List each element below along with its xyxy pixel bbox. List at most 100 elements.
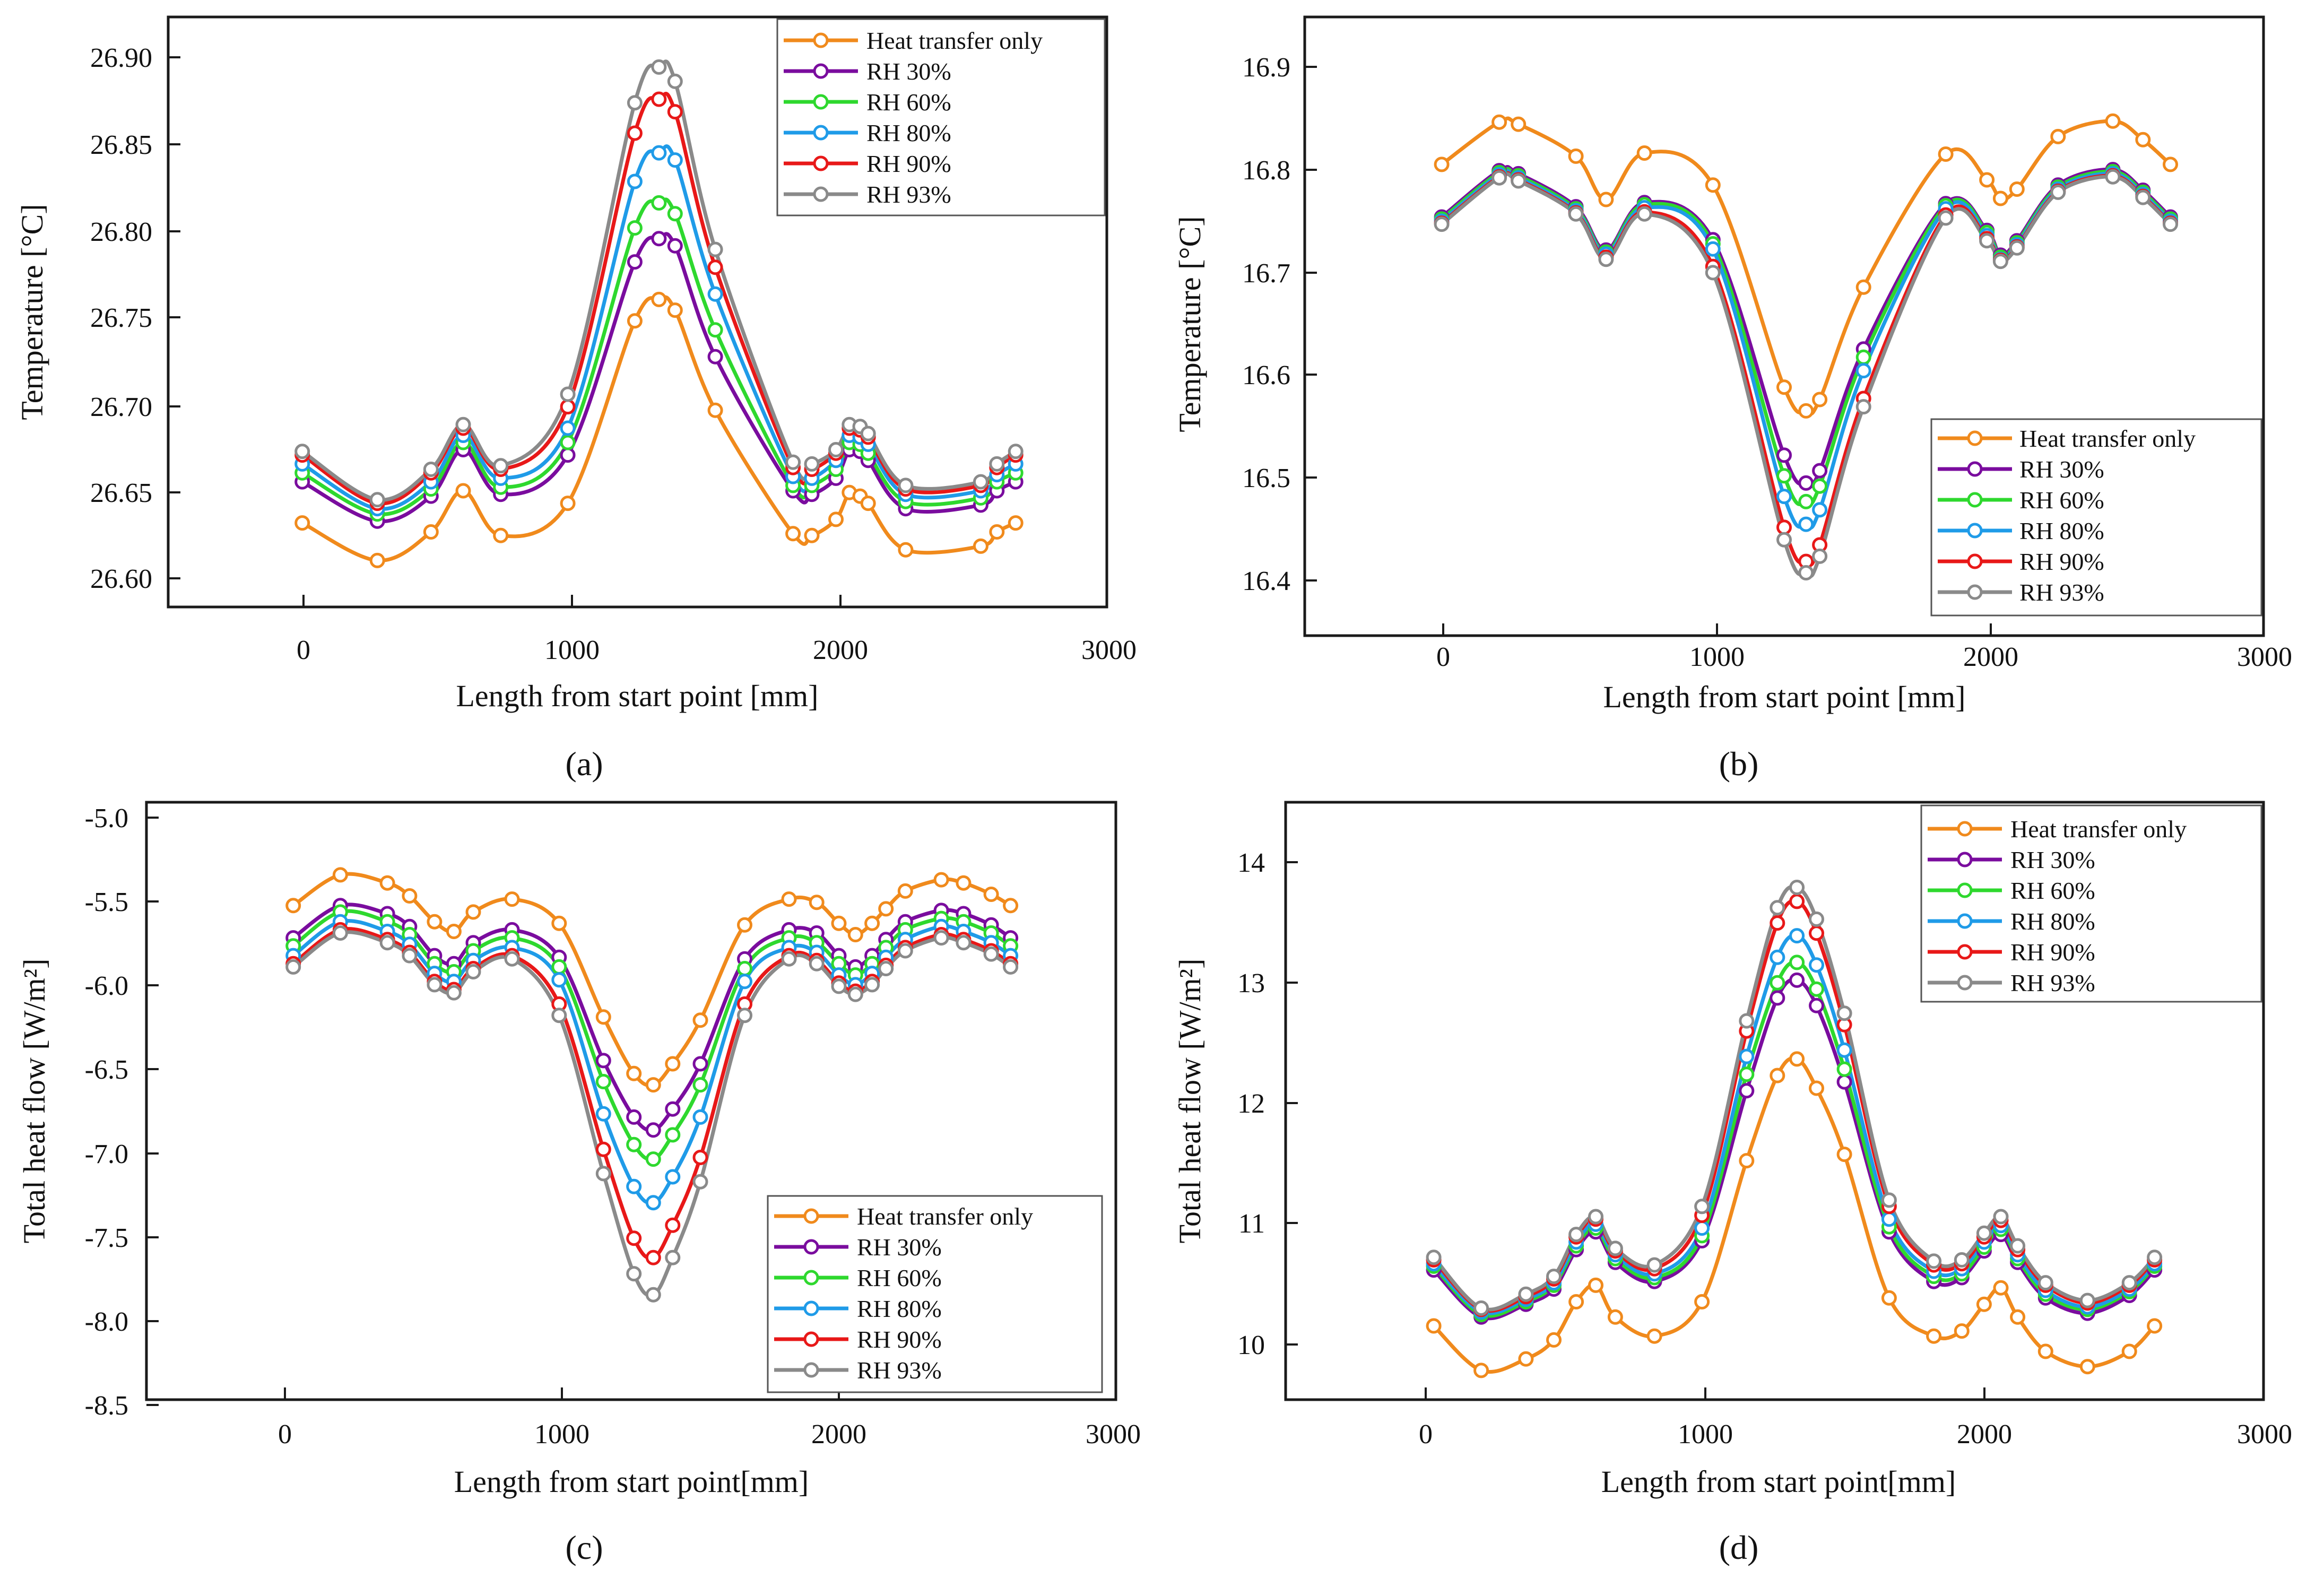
data-point [864, 915, 880, 931]
data-point [692, 1056, 708, 1072]
data-point [2147, 1250, 2163, 1265]
data-point [551, 972, 567, 988]
y-tick-label: -6.5 [85, 1055, 128, 1085]
data-point [809, 895, 825, 910]
data-point [651, 59, 667, 75]
y-tick-label: 13 [1237, 968, 1265, 999]
legend-marker [1957, 975, 1973, 991]
data-point [455, 417, 471, 432]
legend-entry: RH 90% [784, 150, 951, 177]
data-point [2009, 181, 2025, 197]
legend-marker [1957, 913, 1973, 929]
legend-entry: Heat transfer only [774, 1203, 1033, 1230]
data-point [560, 386, 576, 402]
legend-label: RH 30% [857, 1234, 942, 1261]
x-tick-label: 0 [1436, 642, 1450, 672]
legend-entry: RH 60% [1928, 877, 2095, 904]
y-axis-label: Total heat flow [W/m²] [1173, 959, 1207, 1244]
data-point [804, 527, 820, 543]
data-point [1694, 1294, 1710, 1309]
x-ticks-d: 0 1000 2000 3000 [1419, 1387, 2292, 1450]
data-point [1776, 379, 1792, 395]
data-point [551, 959, 567, 975]
panel-d: 10 11 12 13 14 0 1000 2000 3000 Length f… [1173, 801, 2292, 1566]
legend-marker [813, 32, 829, 48]
legend-marker [1957, 821, 1973, 837]
data-point [427, 977, 443, 993]
data-point [446, 924, 462, 939]
series-layer-d [1426, 880, 2163, 1378]
data-point [551, 915, 567, 931]
data-point [1770, 900, 1785, 916]
data-point [2079, 1359, 2095, 1375]
data-point [1694, 1199, 1710, 1214]
data-point [493, 458, 509, 474]
data-point [828, 511, 844, 527]
data-point [645, 1122, 661, 1138]
legend-label: RH 93% [866, 181, 951, 208]
data-point [1954, 1323, 1970, 1339]
data-point [667, 238, 683, 254]
data-point [402, 888, 418, 904]
data-point [860, 426, 876, 441]
data-point [1511, 173, 1527, 189]
data-point [1809, 911, 1824, 927]
y-tick-label: -6.0 [85, 971, 128, 1001]
panel-label-d: (d) [1719, 1529, 1759, 1566]
data-point [369, 552, 385, 568]
data-point [1789, 880, 1805, 895]
x-tick-label: 2000 [813, 635, 868, 665]
legend-label: RH 30% [866, 58, 951, 85]
data-point [804, 456, 820, 472]
data-point [933, 872, 949, 888]
data-point [692, 1174, 708, 1190]
legend-label: RH 80% [2010, 908, 2095, 935]
series-line-rh-30 [301, 232, 1017, 524]
data-point [423, 462, 439, 477]
data-point [294, 515, 310, 531]
data-point [1770, 975, 1785, 991]
data-point [1770, 990, 1785, 1006]
data-point [1809, 1080, 1824, 1096]
y-tick-label: 16.5 [1242, 463, 1290, 493]
series-line-heat-transfer-only [292, 872, 1012, 1088]
y-ticks-a: 26.60 26.65 26.70 26.75 26.80 26.85 26.9… [90, 43, 180, 594]
data-point [1491, 170, 1507, 186]
data-point [1938, 146, 1954, 162]
data-point [1694, 1220, 1710, 1236]
data-point [1855, 349, 1871, 365]
x-ticks-c: 0 1000 2000 3000 [278, 1387, 1141, 1450]
data-point [707, 241, 723, 257]
data-point [737, 917, 752, 933]
data-point [1518, 1351, 1534, 1367]
data-point [1770, 1068, 1785, 1083]
legend-entry: RH 30% [1938, 456, 2104, 483]
data-point [1003, 959, 1019, 975]
data-point [645, 1077, 661, 1093]
y-axis-label: Total heat flow [W/m²] [17, 959, 51, 1244]
x-tick-label: 1000 [544, 635, 600, 665]
data-point [651, 231, 667, 247]
legend-marker [1967, 492, 1983, 508]
x-tick-label: 0 [278, 1419, 292, 1450]
data-point [332, 867, 348, 883]
data-point [504, 891, 520, 907]
legend-marker [803, 1300, 819, 1316]
data-point [1979, 172, 1995, 188]
data-point [1598, 192, 1614, 207]
data-point [455, 483, 471, 499]
x-tick-label: 1000 [534, 1419, 589, 1450]
data-point [595, 1009, 611, 1025]
panel-b: 16.4 16.5 16.6 16.7 16.8 16.9 0 1000 200… [1173, 15, 2292, 783]
data-point [1588, 1277, 1603, 1293]
x-tick-label: 2000 [1963, 642, 2018, 672]
data-point [1705, 241, 1721, 257]
legend-entry: RH 60% [784, 89, 951, 116]
data-point [1812, 478, 1828, 494]
data-point [1798, 516, 1814, 532]
data-point [285, 898, 301, 914]
data-point [285, 959, 301, 975]
data-point [847, 986, 863, 1002]
data-point [665, 1056, 681, 1072]
data-point [1776, 519, 1792, 535]
